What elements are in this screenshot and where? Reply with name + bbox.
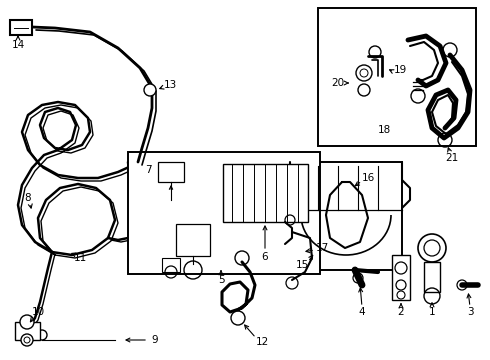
Bar	[223, 164, 308, 222]
Circle shape	[24, 337, 30, 343]
Text: 6: 6	[262, 252, 269, 262]
Text: 12: 12	[255, 337, 269, 347]
Text: 20: 20	[331, 78, 344, 88]
Text: 18: 18	[377, 125, 391, 135]
Circle shape	[20, 315, 34, 329]
Text: 15: 15	[295, 260, 309, 270]
Text: 10: 10	[31, 307, 45, 317]
Bar	[128, 152, 320, 274]
Bar	[290, 162, 402, 270]
Bar	[10, 20, 32, 35]
Circle shape	[144, 84, 156, 96]
Circle shape	[21, 334, 33, 346]
Bar	[158, 162, 184, 182]
Bar	[176, 224, 210, 256]
Text: 8: 8	[24, 193, 31, 203]
Text: 1: 1	[429, 307, 435, 317]
Bar	[318, 8, 476, 146]
Bar	[15, 322, 40, 340]
Text: 19: 19	[393, 65, 407, 75]
Text: 2: 2	[398, 307, 404, 317]
Text: 17: 17	[316, 243, 329, 253]
Text: 11: 11	[74, 253, 87, 263]
Circle shape	[37, 330, 47, 340]
Text: 5: 5	[218, 275, 224, 285]
Text: 7: 7	[145, 165, 151, 175]
Text: 16: 16	[361, 173, 375, 183]
Text: 3: 3	[466, 307, 473, 317]
Text: 14: 14	[11, 40, 24, 50]
Text: 21: 21	[445, 153, 459, 163]
Bar	[162, 258, 180, 272]
Text: 4: 4	[359, 307, 366, 317]
Bar	[392, 255, 410, 300]
Text: 13: 13	[163, 80, 176, 90]
Text: 9: 9	[152, 335, 158, 345]
Bar	[424, 262, 440, 292]
